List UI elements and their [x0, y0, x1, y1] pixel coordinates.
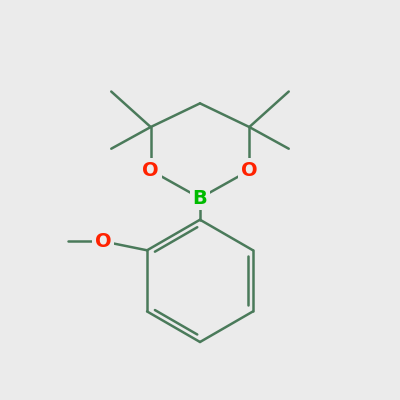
Text: O: O [241, 161, 258, 180]
Text: O: O [142, 161, 159, 180]
Text: O: O [95, 232, 112, 251]
Text: B: B [193, 188, 207, 208]
